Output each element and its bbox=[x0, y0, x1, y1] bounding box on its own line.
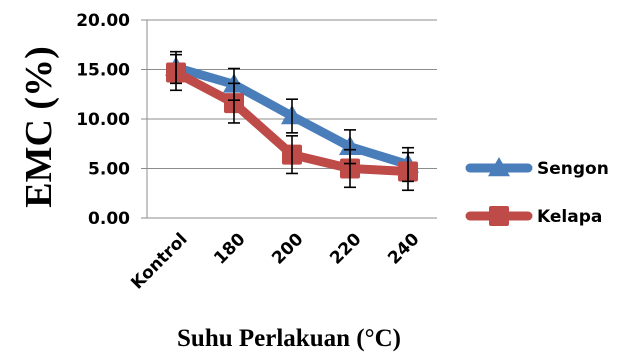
x-tick-label: 240 bbox=[384, 229, 423, 268]
y-axis-ticks: 0.00 5.00 10.00 15.00 20.00 bbox=[76, 11, 130, 229]
legend-label: Sengon bbox=[537, 159, 609, 179]
x-tick-label: 220 bbox=[326, 229, 365, 268]
legend-item-kelapa: Kelapa bbox=[465, 206, 602, 227]
y-tick-label: 0.00 bbox=[88, 209, 130, 229]
y-tick-label: 15.00 bbox=[76, 61, 130, 81]
x-axis-title: Suhu Perlakuan (°C) bbox=[177, 325, 401, 352]
x-tick-label: 180 bbox=[210, 229, 249, 268]
legend-marker bbox=[489, 206, 509, 226]
series-layer bbox=[165, 50, 419, 192]
legend-item-sengon: Sengon bbox=[465, 157, 609, 179]
legend: Sengon Kelapa bbox=[465, 157, 609, 227]
x-axis-ticks: Kontrol 180 200 220 240 bbox=[127, 229, 423, 293]
error-bars-kelapa bbox=[170, 53, 414, 192]
x-tick-label: Kontrol bbox=[127, 229, 191, 293]
y-axis-title: EMC (%) bbox=[18, 46, 60, 207]
legend-label: Kelapa bbox=[537, 207, 602, 227]
y-tick-label: 5.00 bbox=[88, 160, 130, 180]
legend-marker bbox=[488, 157, 510, 177]
y-tick-label: 10.00 bbox=[76, 110, 130, 130]
x-tick-label: 200 bbox=[268, 229, 307, 268]
y-tick-label: 20.00 bbox=[76, 11, 130, 31]
